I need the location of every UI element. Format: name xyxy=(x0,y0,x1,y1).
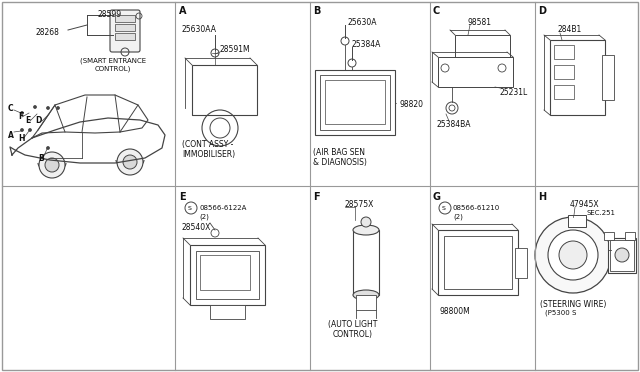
Bar xyxy=(515,248,527,278)
Text: S: S xyxy=(442,205,446,211)
Text: (2): (2) xyxy=(199,213,209,219)
Text: CONTROL): CONTROL) xyxy=(333,330,373,339)
Bar xyxy=(608,238,636,273)
Text: 25384BA: 25384BA xyxy=(437,120,472,129)
Text: 98820: 98820 xyxy=(400,100,424,109)
Bar xyxy=(315,70,395,135)
Bar xyxy=(554,65,574,79)
Circle shape xyxy=(47,147,49,150)
Text: B: B xyxy=(313,6,321,16)
Circle shape xyxy=(20,128,24,131)
Text: S: S xyxy=(188,205,192,211)
Bar xyxy=(353,230,379,295)
Text: B: B xyxy=(38,154,44,163)
Bar xyxy=(210,305,245,319)
Bar xyxy=(438,57,513,87)
Text: 28591M: 28591M xyxy=(220,45,251,54)
Text: E: E xyxy=(25,115,30,125)
Circle shape xyxy=(45,158,59,172)
Text: H: H xyxy=(18,134,24,142)
Text: SEC.251: SEC.251 xyxy=(587,210,616,216)
Text: (2): (2) xyxy=(453,213,463,219)
Circle shape xyxy=(20,112,24,115)
Bar xyxy=(610,240,634,271)
Circle shape xyxy=(559,241,587,269)
Text: F: F xyxy=(313,192,319,202)
Text: 284B1: 284B1 xyxy=(558,25,582,34)
Text: 08566-6122A: 08566-6122A xyxy=(199,205,246,211)
Text: A: A xyxy=(8,131,14,140)
Text: 28575X: 28575X xyxy=(345,200,374,209)
Text: 25630AA: 25630AA xyxy=(182,25,217,34)
Bar xyxy=(568,215,586,227)
Text: F: F xyxy=(18,112,23,121)
Circle shape xyxy=(615,248,629,262)
Text: 28540X: 28540X xyxy=(182,223,211,232)
Text: 28599: 28599 xyxy=(97,10,121,19)
Bar xyxy=(554,45,574,59)
Bar xyxy=(190,245,265,305)
Bar xyxy=(625,232,635,240)
Text: 08566-61210: 08566-61210 xyxy=(453,205,500,211)
Text: (AIR BAG SEN: (AIR BAG SEN xyxy=(313,148,365,157)
Text: H: H xyxy=(538,192,546,202)
Bar xyxy=(320,75,390,130)
Bar xyxy=(196,251,259,299)
Text: 47945X: 47945X xyxy=(570,200,600,209)
Text: 98581: 98581 xyxy=(468,18,492,27)
Text: C: C xyxy=(8,103,13,112)
Text: 28268: 28268 xyxy=(35,28,59,37)
Bar xyxy=(444,236,512,289)
Ellipse shape xyxy=(353,290,379,300)
Text: IMMOBILISER): IMMOBILISER) xyxy=(182,150,235,159)
Text: A: A xyxy=(179,6,186,16)
Bar xyxy=(115,33,135,40)
Text: D: D xyxy=(538,6,546,16)
Text: 25384A: 25384A xyxy=(352,40,381,49)
Bar xyxy=(356,295,376,310)
Bar xyxy=(604,232,614,240)
Text: (SMART ENTRANCE: (SMART ENTRANCE xyxy=(80,57,146,64)
Ellipse shape xyxy=(353,225,379,235)
Text: D: D xyxy=(35,115,42,125)
Bar xyxy=(438,230,518,295)
Bar xyxy=(554,85,574,99)
Bar xyxy=(325,80,385,124)
Circle shape xyxy=(56,106,60,109)
Bar xyxy=(200,255,250,290)
FancyBboxPatch shape xyxy=(110,10,140,52)
Circle shape xyxy=(33,106,36,109)
Bar xyxy=(192,65,257,115)
Text: 25231L: 25231L xyxy=(500,88,528,97)
Bar xyxy=(550,40,605,115)
Text: C: C xyxy=(433,6,440,16)
Text: (P5300 S: (P5300 S xyxy=(545,310,577,317)
Circle shape xyxy=(535,217,611,293)
Text: 25630A: 25630A xyxy=(348,18,378,27)
Bar xyxy=(602,55,614,100)
Text: (CONT ASSY -: (CONT ASSY - xyxy=(182,140,234,149)
Text: E: E xyxy=(179,192,186,202)
Bar xyxy=(115,15,135,22)
Circle shape xyxy=(123,155,137,169)
Text: G: G xyxy=(433,192,441,202)
Bar xyxy=(455,35,510,57)
Text: (AUTO LIGHT: (AUTO LIGHT xyxy=(328,320,378,329)
Bar xyxy=(115,24,135,31)
Circle shape xyxy=(361,217,371,227)
Circle shape xyxy=(39,152,65,178)
Text: CONTROL): CONTROL) xyxy=(95,65,131,71)
Text: (STEERING WIRE): (STEERING WIRE) xyxy=(540,300,606,309)
Circle shape xyxy=(47,106,49,109)
Text: & DIAGNOSIS): & DIAGNOSIS) xyxy=(313,158,367,167)
Text: 98800M: 98800M xyxy=(440,307,471,316)
Circle shape xyxy=(117,149,143,175)
Circle shape xyxy=(548,230,598,280)
Circle shape xyxy=(29,128,31,131)
